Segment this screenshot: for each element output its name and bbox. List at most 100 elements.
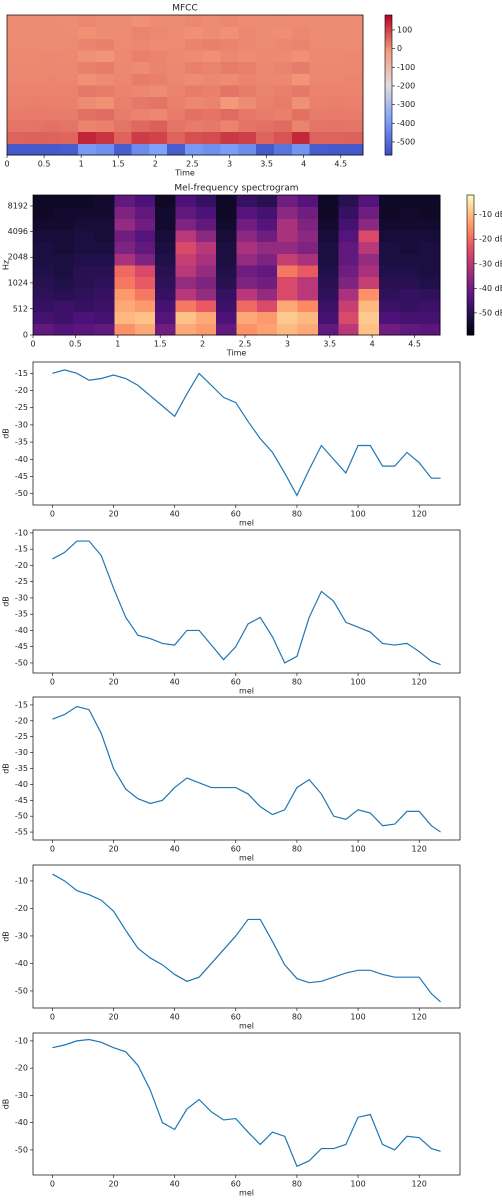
heatmap-cell (195, 265, 217, 278)
heatmap-cell (114, 206, 136, 219)
heatmap-cell (238, 120, 257, 133)
colorbar-segment (385, 75, 392, 79)
heatmap-cell (73, 300, 95, 313)
heatmap-cell (345, 120, 364, 133)
colorbar-segment (467, 304, 474, 308)
colorbar-segment (467, 330, 474, 334)
colorbar-segment (385, 17, 392, 21)
y-tick-label: -35 (15, 610, 28, 619)
heatmap-cell (399, 276, 421, 289)
heatmap-cell (345, 50, 364, 63)
colorbar-segment (385, 117, 392, 121)
heatmap-cell (185, 50, 204, 63)
x-tick-label: 100 (350, 1180, 365, 1189)
axes-frame (32, 864, 461, 1009)
heatmap-cell (42, 131, 61, 144)
x-tick-label: 0 (4, 160, 9, 169)
x-tick-label: 2.5 (186, 160, 199, 169)
colorbar-segment (385, 26, 392, 30)
y-tick-label: -25 (15, 577, 28, 586)
heatmap-cell (327, 50, 346, 63)
heatmap-cell (195, 241, 217, 254)
x-tick-label: 4.5 (408, 340, 421, 349)
heatmap-cell (345, 131, 364, 144)
heatmap-cell (309, 85, 328, 98)
y-tick-label: -15 (15, 545, 28, 554)
colorbar-segment (467, 316, 474, 320)
heatmap-cell (114, 276, 136, 289)
heatmap-cell (216, 323, 237, 336)
heatmap-cell (216, 265, 237, 278)
colorbar-segment (467, 241, 474, 245)
heatmap-cell (317, 276, 339, 289)
heatmap-cell (399, 288, 421, 301)
heatmap-cell (399, 230, 421, 243)
heatmap-cell (73, 276, 95, 289)
heatmap-cell (378, 288, 400, 301)
heatmap-cell (113, 38, 133, 51)
heatmap-cell (33, 218, 54, 231)
colorbar-tick-label: -100 (397, 63, 415, 72)
heatmap-cell (220, 26, 239, 39)
heatmap-cell (274, 50, 293, 63)
heatmap-cell (42, 26, 61, 39)
heatmap-cell (256, 73, 275, 86)
heatmap-cell (236, 218, 258, 231)
heatmap-cell (256, 96, 275, 109)
x-tick-label: 4 (370, 340, 375, 349)
heatmap-cell (238, 38, 257, 51)
heatmap-cell (96, 38, 115, 51)
heatmap-cell (419, 288, 441, 301)
y-tick-label: -55 (15, 828, 28, 837)
heatmap-cell (419, 230, 441, 243)
colorbar-segment (385, 152, 392, 156)
heatmap-cell (399, 311, 421, 324)
colorbar-segment (385, 92, 392, 95)
heatmap-cell (274, 73, 293, 86)
heatmap-cell (338, 276, 360, 289)
x-tick-label: 100 (350, 1013, 365, 1022)
colorbar-segment (385, 57, 392, 60)
heatmap-cell (114, 265, 136, 278)
colorbar-segment (467, 230, 474, 233)
heatmap-cell (60, 15, 79, 28)
heatmap-cell (175, 253, 197, 266)
heatmap-cell (419, 300, 441, 313)
heatmap-cell (96, 85, 115, 98)
heatmap-cell (131, 143, 150, 156)
colorbar-segment (385, 73, 392, 77)
x-tick-label: 0 (50, 1013, 55, 1022)
y-tick-label: -15 (15, 369, 28, 378)
heatmap-cell (149, 15, 168, 28)
y-tick-label: -20 (15, 386, 28, 395)
heatmap-cell (24, 85, 44, 98)
heatmap-cell (338, 300, 360, 313)
heatmap-cell (297, 288, 319, 301)
heatmap-cell (297, 276, 319, 289)
heatmap-cell (309, 131, 328, 144)
heatmap-cell (238, 108, 257, 121)
heatmap-cell (94, 265, 115, 278)
heatmap-cell (114, 253, 136, 266)
colorbar-segment (385, 122, 392, 126)
heatmap-cell (399, 206, 421, 219)
colorbar-tick-label: -400 (397, 119, 415, 128)
heatmap-cell (33, 300, 54, 313)
x-tick-label: 0 (50, 510, 55, 519)
heatmap-cell (419, 218, 441, 231)
heatmap-cell (53, 323, 75, 336)
heatmap-cell (236, 276, 258, 289)
heatmap-cell (274, 96, 293, 109)
heatmap-cell (256, 195, 278, 208)
colorbar-segment (467, 323, 474, 327)
colorbar-segment (385, 143, 392, 147)
y-tick-label: -50 (15, 812, 28, 821)
colorbar-segment (385, 85, 392, 88)
colorbar-segment (385, 52, 392, 56)
heatmap-cell (155, 218, 176, 231)
y-tick-label: -35 (15, 438, 28, 447)
heatmap-cell (317, 218, 339, 231)
line-series (52, 873, 441, 1003)
heatmap-cell (155, 253, 176, 266)
heatmap-cell (24, 131, 44, 144)
